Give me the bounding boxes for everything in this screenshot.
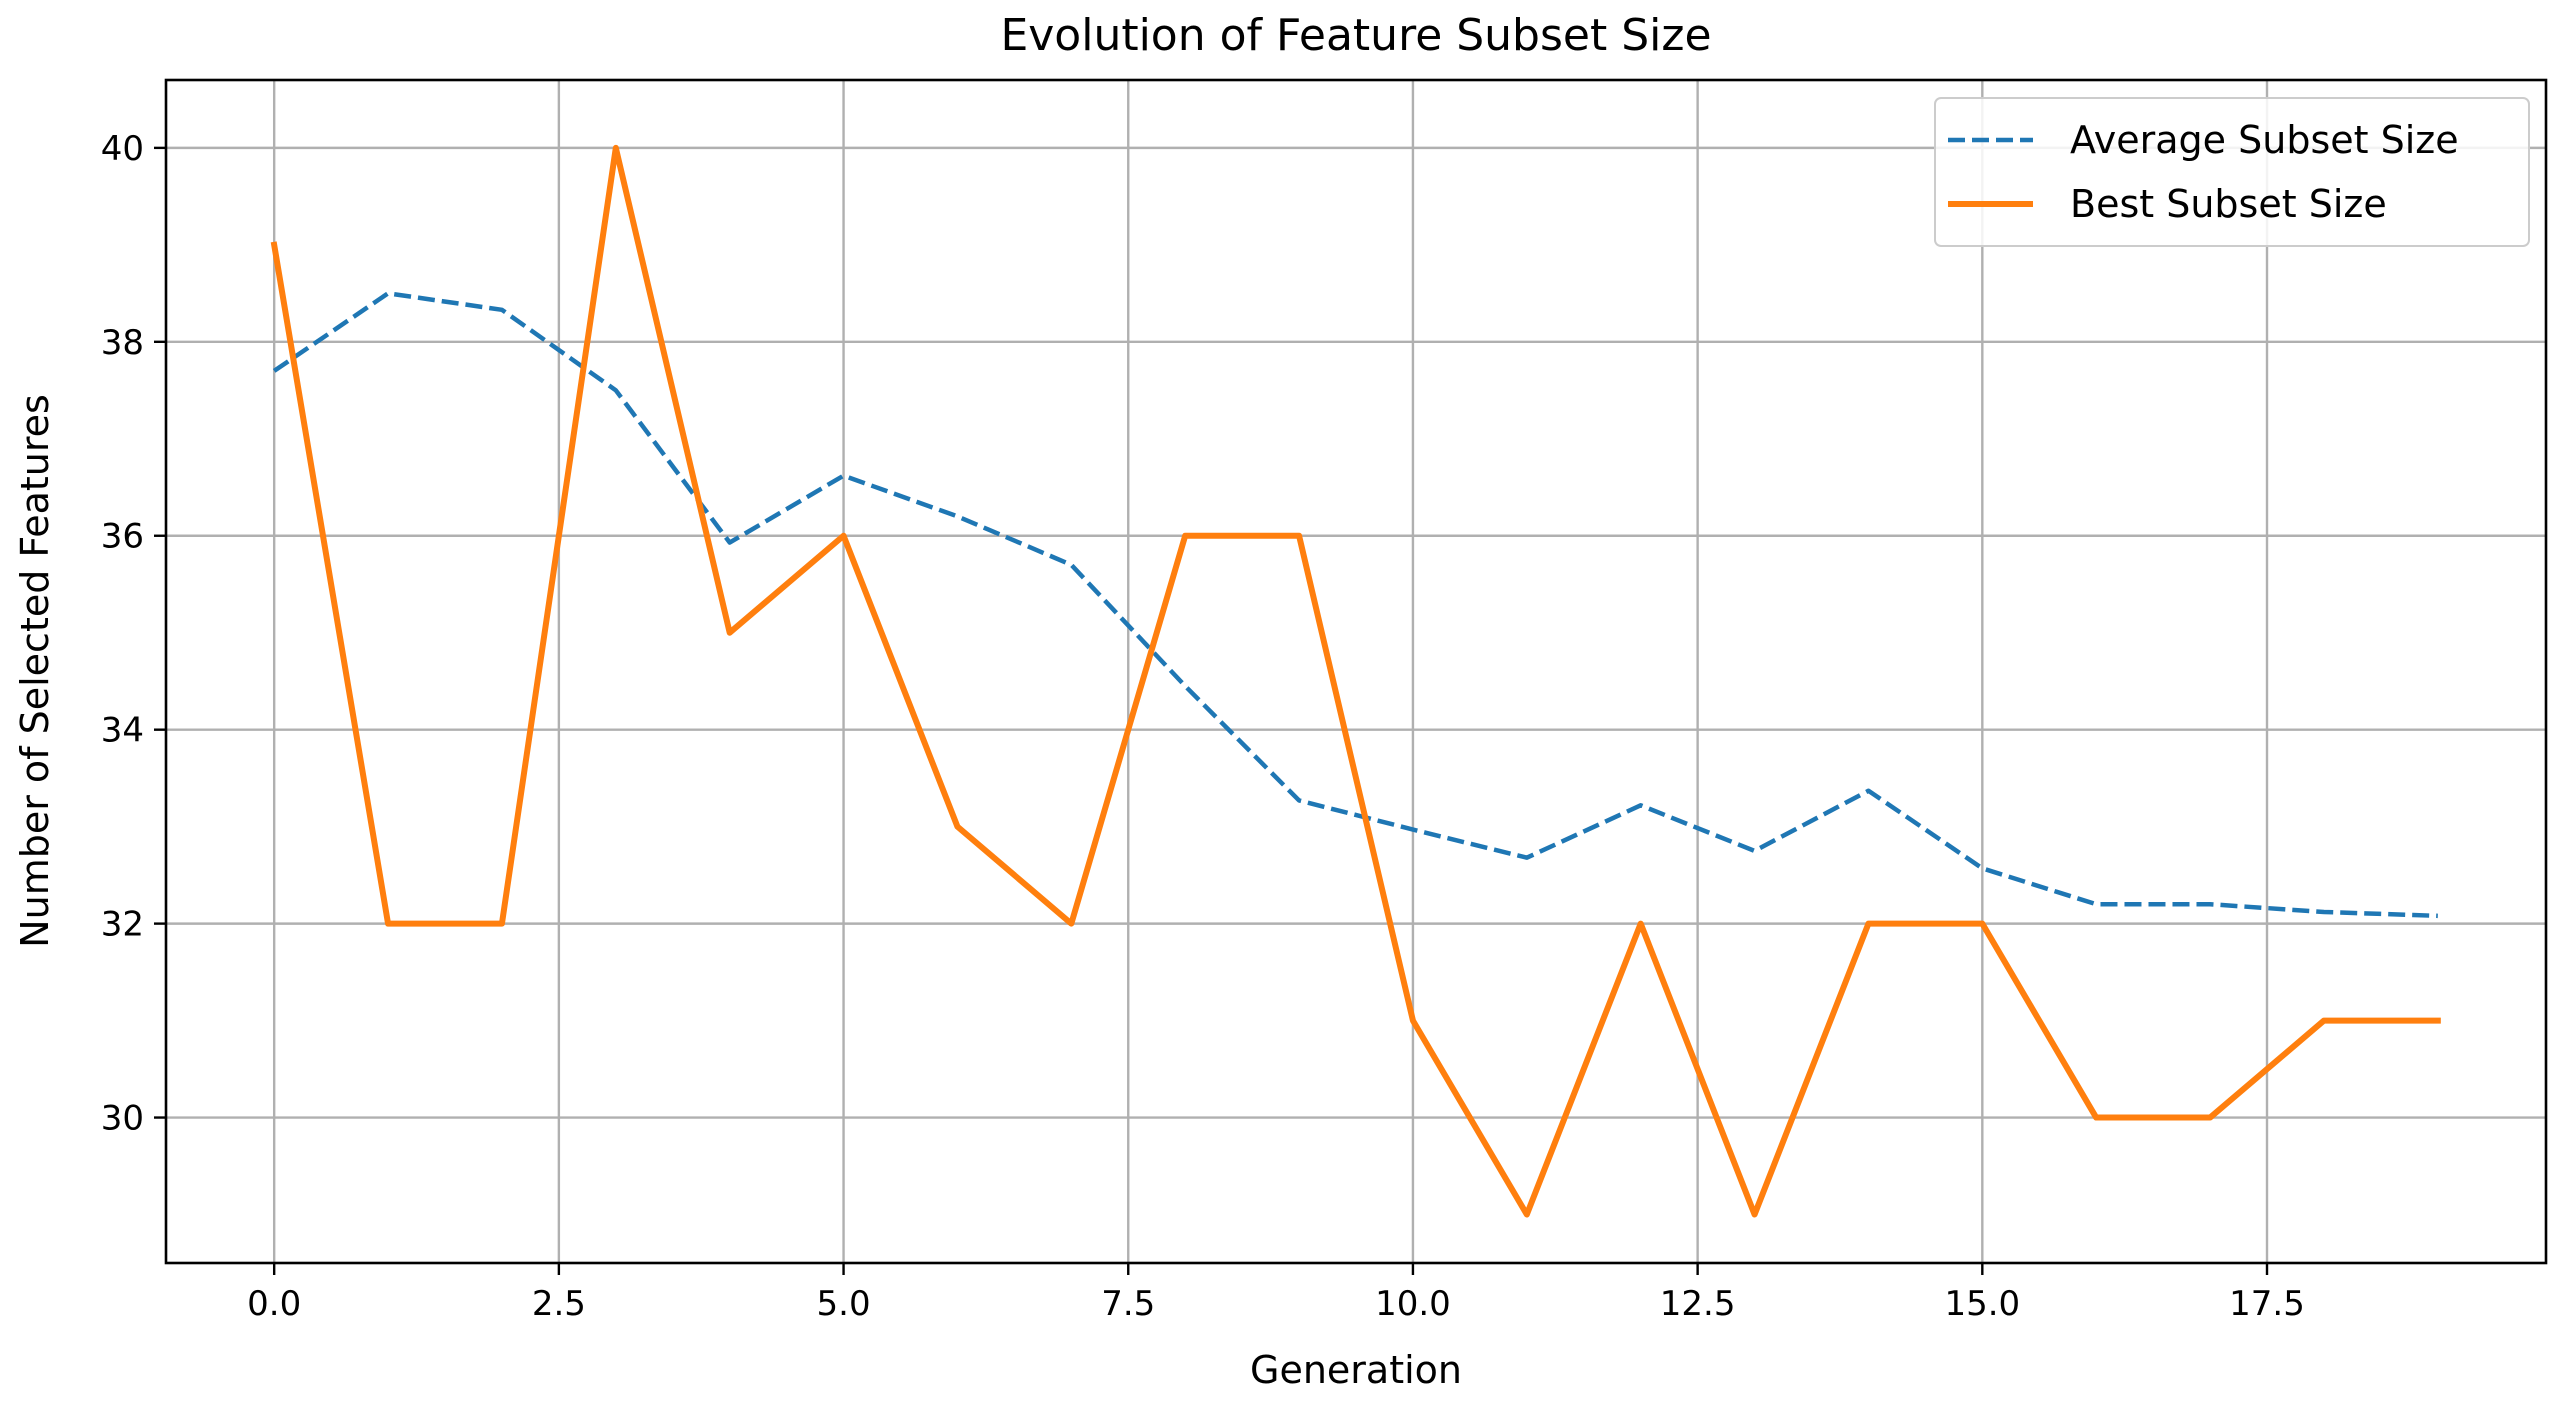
y-tick-label: 32 — [101, 905, 144, 945]
x-tick-label: 15.0 — [1944, 1284, 2020, 1324]
x-tick-label: 7.5 — [1101, 1284, 1155, 1324]
legend: Average Subset Size Best Subset Size — [1934, 97, 2530, 247]
legend-box — [1934, 97, 2530, 247]
y-tick-label: 36 — [101, 517, 144, 557]
x-tick-label: 12.5 — [1660, 1284, 1736, 1324]
y-tick-label: 38 — [101, 323, 144, 363]
chart-title: Evolution of Feature Subset Size — [1000, 10, 1711, 61]
legend-label-average: Average Subset Size — [2070, 118, 2459, 162]
plot-area-frame — [164, 78, 2548, 1265]
x-tick-label: 0.0 — [247, 1284, 301, 1324]
series-line-best-subset-size — [270, 144, 2441, 1218]
series-line-average-subset-size — [272, 291, 2438, 919]
y-axis-ticks: 30 32 34 36 38 40 — [101, 129, 166, 1139]
y-axis-label: Number of Selected Features — [13, 394, 57, 948]
x-tick-label: 5.0 — [817, 1284, 871, 1324]
x-tick-label: 17.5 — [2229, 1284, 2305, 1324]
y-tick-label: 40 — [101, 129, 144, 169]
x-tick-label: 10.0 — [1375, 1284, 1451, 1324]
x-tick-label: 2.5 — [532, 1284, 586, 1324]
y-tick-label: 34 — [101, 711, 144, 751]
series-layer — [270, 144, 2441, 1218]
legend-label-best: Best Subset Size — [2070, 182, 2387, 226]
x-axis-label: Generation — [1250, 1348, 1462, 1392]
grid-lines — [166, 80, 2546, 1263]
y-tick-label: 30 — [101, 1099, 144, 1139]
x-axis-ticks: 0.0 2.5 5.0 7.5 10.0 12.5 15.0 17.5 — [247, 1263, 2305, 1324]
